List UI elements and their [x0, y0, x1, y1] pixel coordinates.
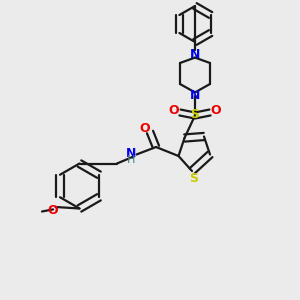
Text: O: O: [47, 203, 58, 217]
Text: O: O: [169, 104, 179, 118]
Text: N: N: [190, 47, 200, 61]
Text: O: O: [211, 104, 221, 118]
Text: N: N: [190, 89, 200, 103]
Text: O: O: [139, 122, 150, 135]
Text: H: H: [127, 155, 135, 165]
Text: N: N: [126, 147, 136, 160]
Text: S: S: [189, 172, 198, 185]
Text: S: S: [190, 108, 200, 121]
